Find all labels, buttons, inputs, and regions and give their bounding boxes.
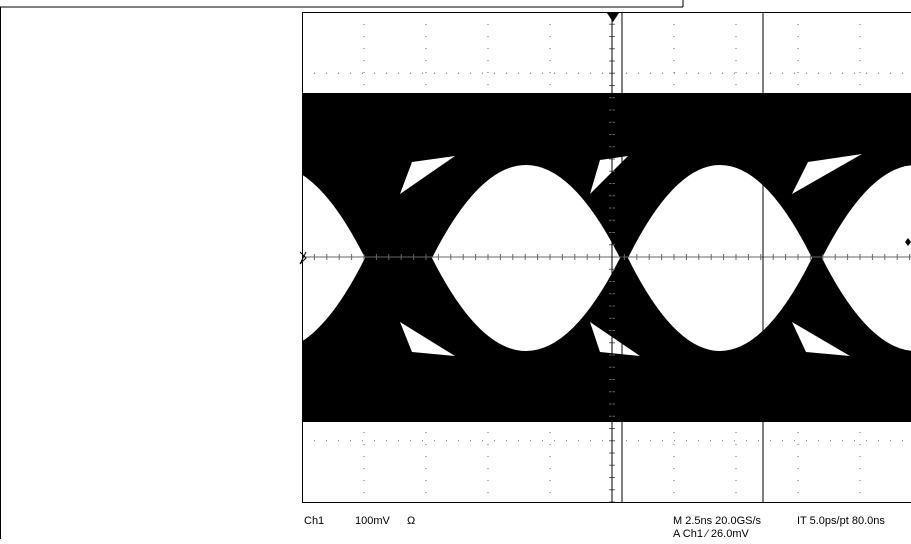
volts-per-div: 100mV — [355, 515, 391, 527]
scope-screen: Ch1 100mV Ω M 2.5ns 20.0GS/s IT 5.0ps/pt… — [0, 0, 911, 539]
page: Ch1 100mV Ω M 2.5ns 20.0GS/s IT 5.0ps/pt… — [0, 0, 911, 539]
channel-label: Ch1 — [304, 515, 324, 527]
trigger-readout: A Ch1 ⁄ 26.0mV — [673, 528, 749, 539]
interpolation: IT 5.0ps/pt 80.0ns — [797, 515, 885, 527]
timebase: M 2.5ns 20.0GS/s — [673, 515, 762, 527]
graticule-area — [180, 12, 911, 503]
coupling: Ω — [407, 515, 415, 527]
